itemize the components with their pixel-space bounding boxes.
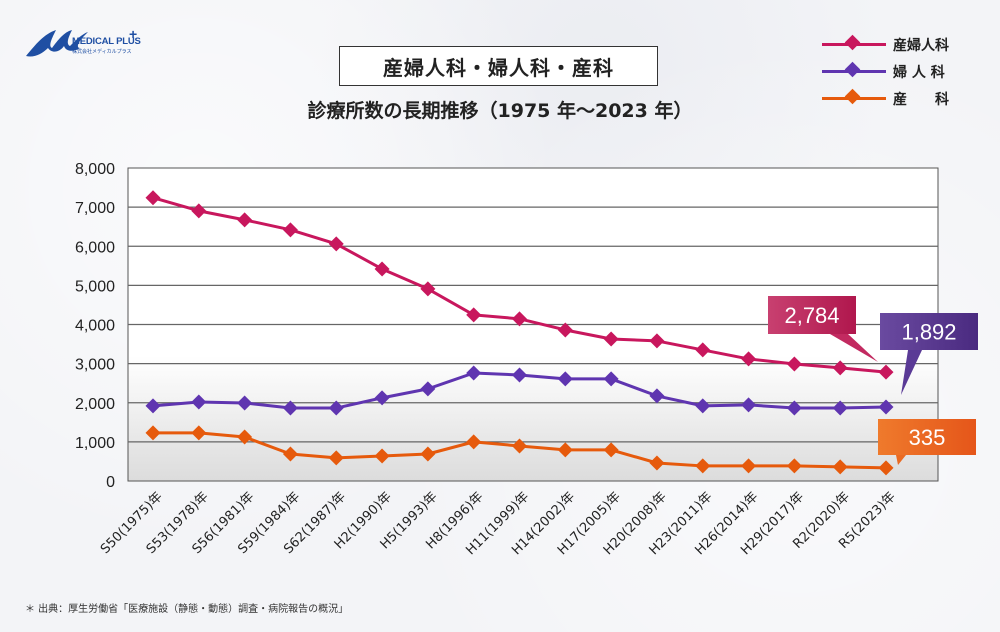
data-point-marker <box>191 394 207 410</box>
data-point-marker <box>466 434 482 450</box>
brand-plus: + <box>129 26 138 42</box>
brand-name: MEDICAL PLUS <box>72 36 141 47</box>
callout-pointer <box>901 350 922 395</box>
source-note: ＊ 出典：厚生労働省「医療施設（静態・動態）調査・病院報告の概況」 <box>25 604 349 615</box>
data-point-marker <box>603 442 619 458</box>
data-point-marker <box>786 400 802 416</box>
data-point-marker <box>786 356 802 372</box>
data-point-marker <box>374 390 390 406</box>
data-point-marker <box>741 458 757 474</box>
data-point-marker <box>191 203 207 219</box>
data-point-marker <box>420 281 436 297</box>
data-point-marker <box>466 307 482 323</box>
data-point-marker <box>878 460 894 476</box>
value-callout-0: 2,784 <box>768 296 878 362</box>
y-tick-label: 7,000 <box>75 200 115 217</box>
data-point-marker <box>374 261 390 277</box>
y-tick-label: 6,000 <box>75 239 115 256</box>
data-point-marker <box>374 448 390 464</box>
data-point-marker <box>512 438 527 454</box>
chart-subtitle: 診療所数の長期推移（1975 年～2023 年） <box>307 100 693 122</box>
data-point-marker <box>191 425 207 441</box>
callout-pointer <box>830 334 878 362</box>
chart-title-box: 産婦人科・婦人科・産科 <box>339 46 658 86</box>
callout-box <box>878 419 976 455</box>
data-point-marker <box>237 429 253 445</box>
data-point-marker <box>282 222 298 238</box>
y-tick-label: 8,000 <box>75 161 115 178</box>
data-point-marker <box>695 342 711 358</box>
data-point-marker <box>466 365 482 381</box>
data-point-marker <box>741 351 757 367</box>
data-point-marker <box>328 236 344 252</box>
data-point-marker <box>603 331 619 347</box>
data-point-marker <box>420 381 436 397</box>
callout-value: 2,784 <box>784 303 839 328</box>
data-point-marker <box>786 458 802 474</box>
value-callout-2: 335 <box>878 419 976 465</box>
callout-pointer <box>896 455 906 465</box>
brand-subtitle: 株式会社メディカルプラス <box>72 49 132 55</box>
legend-label: 産婦人科 <box>893 38 949 54</box>
y-tick-label: 0 <box>106 474 115 491</box>
data-point-marker <box>557 322 573 338</box>
data-point-marker <box>878 364 894 380</box>
legend-item-obstetrics: 産 科 <box>820 86 990 113</box>
data-point-marker <box>282 446 298 462</box>
legend-label: 産 科 <box>893 92 949 108</box>
data-point-marker <box>145 425 161 441</box>
data-point-marker <box>878 399 894 415</box>
callout-box <box>880 313 978 350</box>
legend: 産婦人科 婦 人 科 産 科 <box>820 32 990 113</box>
data-point-marker <box>328 400 344 416</box>
data-point-marker <box>145 398 161 414</box>
legend-item-gynecology: 婦 人 科 <box>820 59 990 86</box>
data-point-marker <box>512 367 527 383</box>
medical-plus-logo-icon <box>26 30 88 57</box>
data-point-marker <box>145 190 161 206</box>
data-point-marker <box>237 395 253 411</box>
y-tick-label: 1,000 <box>75 435 115 452</box>
data-point-marker <box>603 371 619 387</box>
data-point-marker <box>512 311 527 327</box>
callout-box <box>768 296 856 334</box>
data-point-marker <box>557 371 573 387</box>
chart-title: 産婦人科・婦人科・産科 <box>383 55 614 80</box>
y-tick-label: 5,000 <box>75 278 115 295</box>
legend-item-obgyn: 産婦人科 <box>820 32 990 59</box>
data-point-marker <box>328 450 344 466</box>
y-tick-label: 2,000 <box>75 396 115 413</box>
data-point-marker <box>420 446 436 462</box>
data-point-marker <box>695 458 711 474</box>
data-point-marker <box>649 388 665 404</box>
data-point-marker <box>832 400 848 416</box>
y-tick-label: 4,000 <box>75 318 115 335</box>
data-point-marker <box>741 397 757 413</box>
value-callout-1: 1,892 <box>880 313 978 395</box>
data-point-marker <box>237 212 253 228</box>
data-point-marker <box>832 360 848 376</box>
callout-value: 1,892 <box>901 320 956 345</box>
callout-value: 335 <box>909 425 946 450</box>
y-tick-label: 3,000 <box>75 357 115 374</box>
data-point-marker <box>649 333 665 349</box>
data-point-marker <box>695 398 711 414</box>
data-point-marker <box>282 400 298 416</box>
data-point-marker <box>557 442 573 458</box>
data-point-marker <box>649 455 665 471</box>
legend-label: 婦 人 科 <box>893 65 945 81</box>
data-point-marker <box>832 459 848 475</box>
